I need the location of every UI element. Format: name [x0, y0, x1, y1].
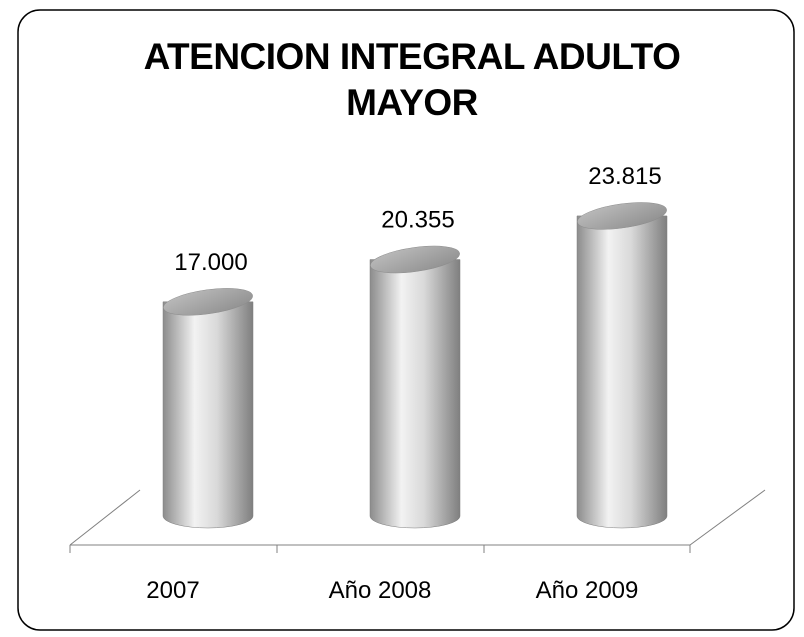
- x-tick-label: Año 2008: [329, 577, 432, 604]
- value-label: 23.815: [588, 163, 661, 190]
- bar-top: [163, 288, 253, 316]
- x-tick-label: Año 2009: [536, 577, 639, 604]
- bar: [369, 259, 461, 529]
- bar: [576, 215, 668, 529]
- bar-top: [370, 245, 460, 274]
- value-label: 17.000: [174, 249, 247, 276]
- value-label: 20.355: [381, 207, 454, 234]
- bar-top: [577, 202, 667, 230]
- bar: [162, 301, 254, 529]
- x-tick-label: 2007: [146, 577, 199, 604]
- chart-title: ATENCION INTEGRAL ADULTO MAYOR: [143, 36, 681, 123]
- floor: [69, 489, 766, 553]
